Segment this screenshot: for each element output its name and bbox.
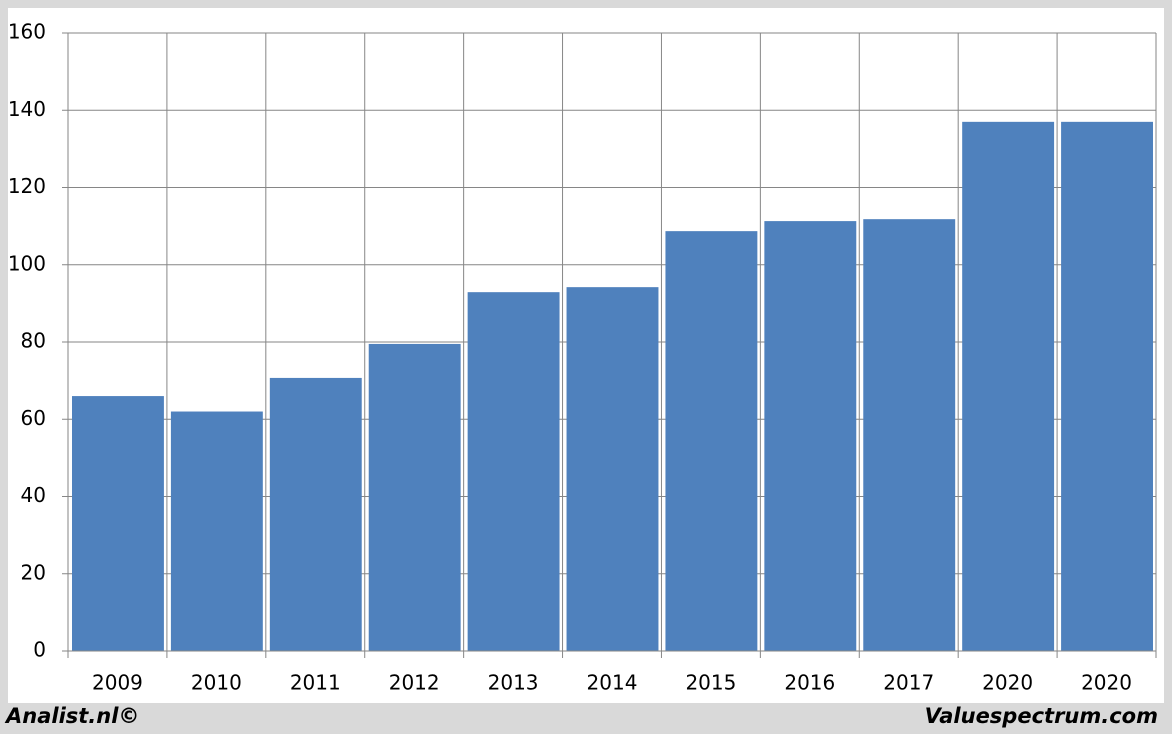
- x-tick-label: 2011: [290, 671, 341, 695]
- y-tick-label: 20: [21, 560, 46, 584]
- x-tick-label: 2020: [1081, 671, 1132, 695]
- bar: [665, 231, 758, 652]
- bar: [962, 121, 1055, 651]
- y-tick-label: 60: [21, 406, 46, 430]
- bar: [368, 343, 461, 651]
- bar: [1061, 121, 1153, 651]
- bar: [170, 411, 263, 651]
- x-tick-label: 2010: [191, 671, 242, 695]
- y-tick-label: 160: [8, 20, 46, 44]
- y-tick-label: 0: [33, 638, 46, 662]
- credit-left: Analist.nl©: [4, 704, 139, 728]
- x-tick-label: 2017: [883, 671, 934, 695]
- y-tick-label: 80: [21, 329, 46, 353]
- x-tick-label: 2012: [389, 671, 440, 695]
- x-tick-label: 2013: [488, 671, 539, 695]
- bar: [764, 221, 857, 651]
- x-tick-label: 2014: [587, 671, 638, 695]
- credit-right: Valuespectrum.com: [925, 704, 1158, 728]
- y-tick-label: 120: [8, 174, 46, 198]
- bar: [72, 396, 164, 651]
- bar: [467, 292, 560, 651]
- y-tick-label: 140: [8, 97, 46, 121]
- x-tick-label: 2016: [784, 671, 835, 695]
- bar: [863, 219, 956, 652]
- x-tick-label: 2015: [685, 671, 736, 695]
- bar: [269, 377, 362, 651]
- y-tick-label: 40: [21, 483, 46, 507]
- y-tick-label: 100: [8, 251, 46, 275]
- x-tick-label: 2009: [92, 671, 143, 695]
- x-tick-label: 2020: [982, 671, 1033, 695]
- bar: [566, 287, 659, 651]
